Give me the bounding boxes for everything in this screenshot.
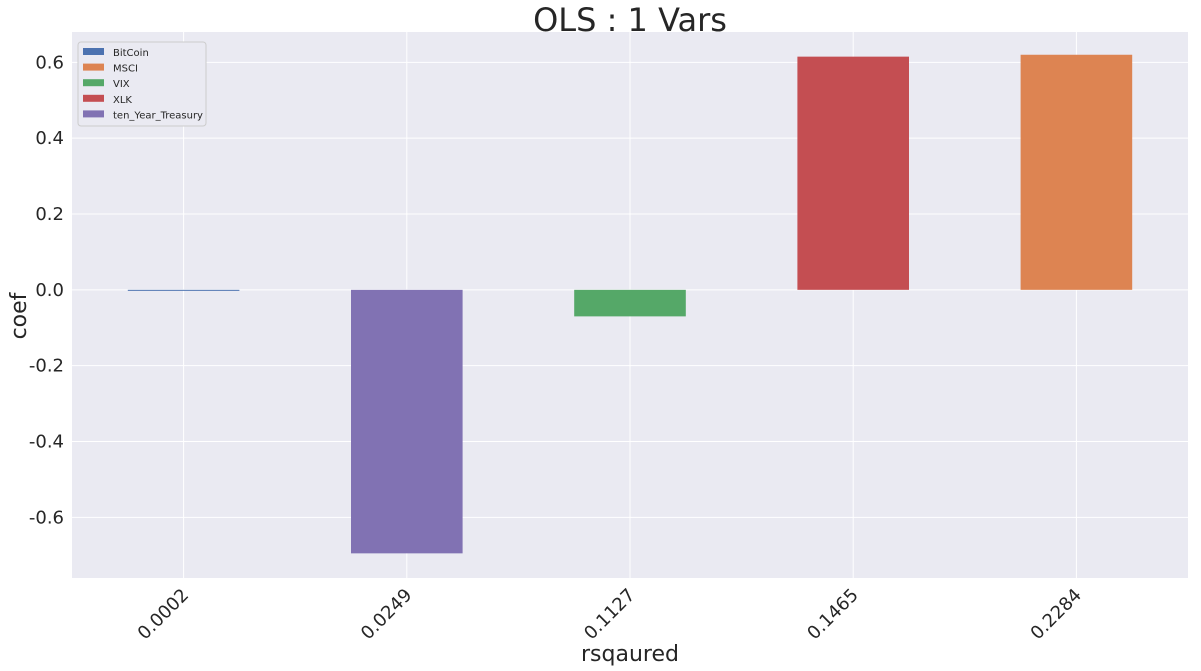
legend: BitCoin MSCI VIX XLK ten_Year_Treasury	[77, 41, 207, 127]
y-tick-label: 0.4	[35, 128, 64, 149]
bar-bitcoin	[127, 289, 240, 291]
bar-msci	[1020, 54, 1133, 290]
legend-label: XLK	[113, 95, 132, 106]
bar-vix	[574, 289, 686, 317]
legend-swatch	[83, 63, 104, 71]
bar-ten-year-treasury	[351, 289, 463, 554]
legend-frame	[77, 41, 207, 127]
legend-label: ten_Year_Treasury	[113, 110, 203, 121]
x-tick-label: 0.0002	[134, 585, 193, 644]
y-tick-label: 0.6	[35, 52, 64, 73]
y-tick-label: -0.4	[29, 432, 64, 453]
y-tick-label: 0.2	[35, 204, 64, 225]
legend-label: VIX	[113, 79, 130, 90]
x-tick-label: 0.1465	[803, 585, 862, 644]
legend-swatch	[83, 48, 104, 55]
y-tick-label: -0.2	[29, 356, 64, 377]
legend-swatch	[83, 94, 104, 102]
y-tick-label: -0.6	[29, 507, 64, 528]
legend-label: MSCI	[113, 64, 138, 75]
grid-layer	[72, 32, 1188, 578]
y-tick-labels: -0.6 -0.4 -0.2 0.0 0.2 0.4 0.6	[29, 52, 64, 528]
legend-swatch	[83, 79, 104, 87]
bar-layer	[127, 54, 1133, 554]
y-axis-label: coef	[7, 291, 32, 339]
legend-swatch	[83, 110, 104, 118]
x-tick-labels: 0.0002 0.0249 0.1127 0.1465 0.2284	[134, 585, 1086, 644]
legend-label: BitCoin	[113, 48, 149, 59]
x-axis-label: rsqaured	[581, 642, 679, 667]
x-tick-label: 0.1127	[580, 585, 639, 644]
y-tick-label: 0.0	[35, 280, 64, 301]
x-tick-label: 0.0249	[357, 585, 416, 644]
x-tick-label: 0.2284	[1027, 585, 1086, 644]
bar-xlk	[797, 56, 909, 290]
